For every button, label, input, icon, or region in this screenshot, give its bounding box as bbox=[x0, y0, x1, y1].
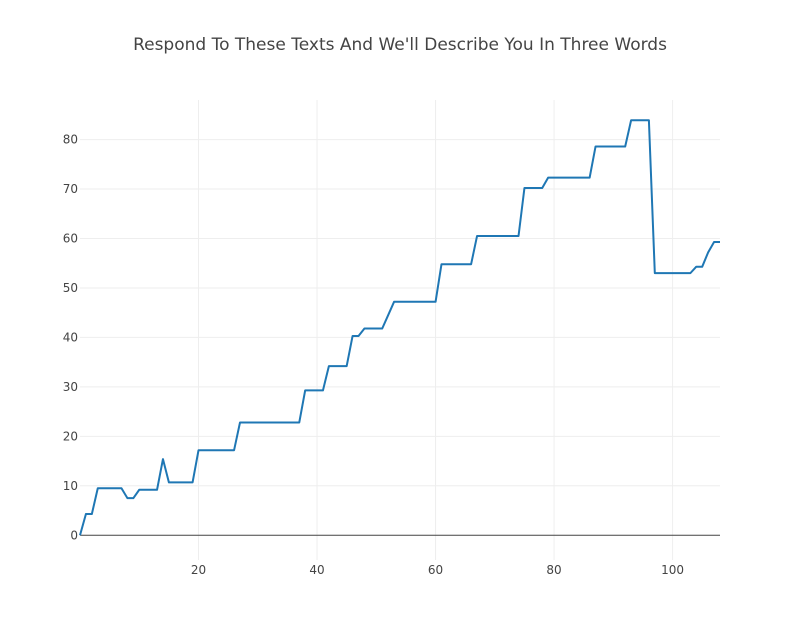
x-tick-label: 80 bbox=[546, 563, 561, 577]
series-line-0 bbox=[79, 119, 720, 536]
x-tick-label: 100 bbox=[661, 563, 684, 577]
y-tick-label: 10 bbox=[63, 479, 78, 493]
y-tick-label: 80 bbox=[63, 133, 78, 147]
y-tick-label: 0 bbox=[70, 528, 78, 542]
x-tick-label: 60 bbox=[428, 563, 443, 577]
x-tick-label: 40 bbox=[309, 563, 324, 577]
y-tick-label: 20 bbox=[63, 429, 78, 443]
y-tick-label: 60 bbox=[63, 231, 78, 245]
y-tick-label: 70 bbox=[63, 182, 78, 196]
series-layer bbox=[79, 119, 720, 536]
y-tick-label: 40 bbox=[63, 330, 78, 344]
y-tick-label: 30 bbox=[63, 380, 78, 394]
y-tick-label: 50 bbox=[63, 281, 78, 295]
axes: 20 40 60 80 100 0 10 20 30 40 50 60 70 80 bbox=[63, 133, 720, 577]
grid-lines bbox=[80, 100, 720, 560]
x-tick-label: 20 bbox=[191, 563, 206, 577]
chart-title: Respond To These Texts And We'll Describ… bbox=[133, 35, 667, 55]
